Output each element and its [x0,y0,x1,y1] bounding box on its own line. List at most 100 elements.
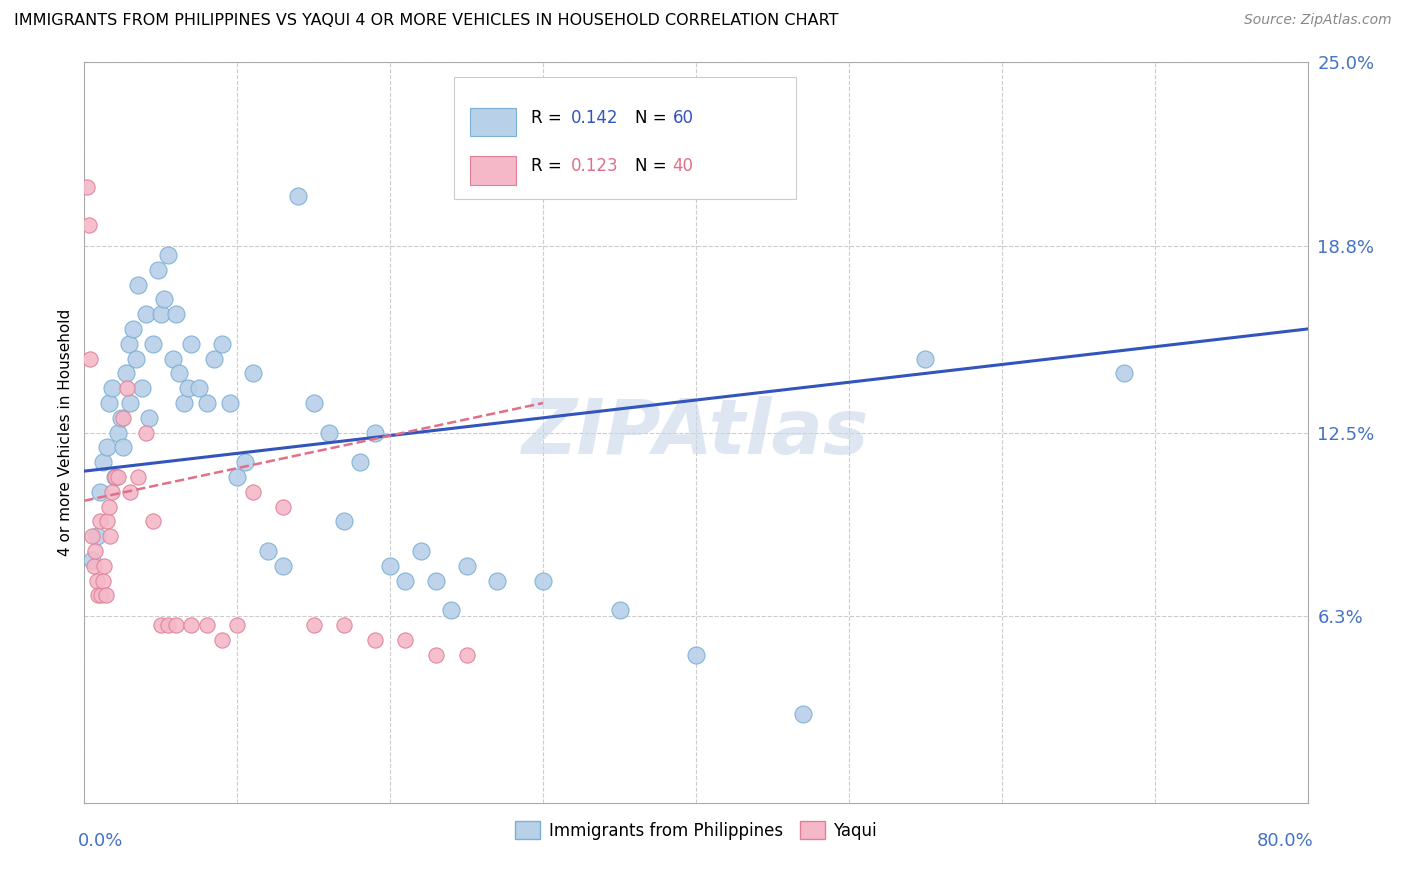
Point [93,558,115,573]
Y-axis label: 4 or more Vehicles in Household: 4 or more Vehicles in Household [58,309,73,557]
Point [257,544,280,558]
FancyBboxPatch shape [470,156,516,185]
Text: Source: ZipAtlas.com: Source: ZipAtlas.com [1244,13,1392,28]
Point [914,351,936,366]
Point [142,515,165,529]
Point [333,618,356,632]
Point [101,484,124,499]
Point [226,618,249,632]
Point [167,367,190,381]
Point [394,574,416,588]
Point [440,603,463,617]
Point [114,367,136,381]
Point [287,188,309,202]
Point [86,529,108,543]
Point [110,410,132,425]
Point [792,706,814,721]
Point [111,441,134,455]
Point [111,410,134,425]
Text: 0.123: 0.123 [571,157,619,175]
Point [97,500,120,514]
Point [349,455,371,469]
Text: R =: R = [531,109,567,127]
Point [146,262,169,277]
Point [425,574,447,588]
Point [685,648,707,662]
Point [333,515,356,529]
Point [96,441,118,455]
Point [89,484,111,499]
Point [218,396,240,410]
Point [242,367,264,381]
Point [76,179,98,194]
Text: 80.0%: 80.0% [1257,832,1313,850]
Text: IMMIGRANTS FROM PHILIPPINES VS YAQUI 4 OR MORE VEHICLES IN HOUSEHOLD CORRELATION: IMMIGRANTS FROM PHILIPPINES VS YAQUI 4 O… [14,13,838,29]
Point [98,529,121,543]
Point [135,425,157,440]
Point [84,544,107,558]
Point [90,589,112,603]
Point [115,381,138,395]
Point [302,618,325,632]
Point [188,381,211,395]
Text: ZIPAtlas: ZIPAtlas [522,396,870,469]
Point [409,544,432,558]
FancyBboxPatch shape [454,78,796,200]
Point [425,648,447,662]
Point [177,381,200,395]
Point [131,381,153,395]
Point [80,529,103,543]
Point [104,470,127,484]
Point [125,351,148,366]
Point [80,553,103,567]
Point [149,307,172,321]
Text: 60: 60 [672,109,693,127]
Point [107,470,129,484]
Point [142,336,165,351]
Text: N =: N = [636,109,672,127]
Legend: Immigrants from Philippines, Yaqui: Immigrants from Philippines, Yaqui [509,814,883,847]
Point [394,632,416,647]
Point [157,618,180,632]
Point [96,515,118,529]
Point [456,558,478,573]
Point [380,558,402,573]
Point [89,515,111,529]
Text: 0.0%: 0.0% [79,832,124,850]
Point [91,455,114,469]
Point [135,307,157,321]
Text: 40: 40 [672,157,693,175]
Point [271,500,294,514]
Point [211,336,233,351]
Point [173,396,195,410]
Point [107,425,129,440]
Point [195,396,218,410]
Point [87,589,110,603]
Point [1114,367,1136,381]
Point [97,396,120,410]
Point [302,396,325,410]
Point [318,425,340,440]
Point [118,336,141,351]
Text: 0.142: 0.142 [571,109,619,127]
Point [162,351,184,366]
Text: R =: R = [531,157,567,175]
Point [211,632,233,647]
Point [226,470,249,484]
FancyBboxPatch shape [470,108,516,136]
Point [195,618,218,632]
Point [609,603,631,617]
Point [138,410,160,425]
Point [77,219,100,233]
Point [104,470,127,484]
Point [122,322,145,336]
Point [180,336,202,351]
Point [157,248,180,262]
Text: N =: N = [636,157,672,175]
Point [86,574,108,588]
Point [531,574,554,588]
Point [180,618,202,632]
Point [91,574,114,588]
Point [271,558,294,573]
Point [364,632,387,647]
